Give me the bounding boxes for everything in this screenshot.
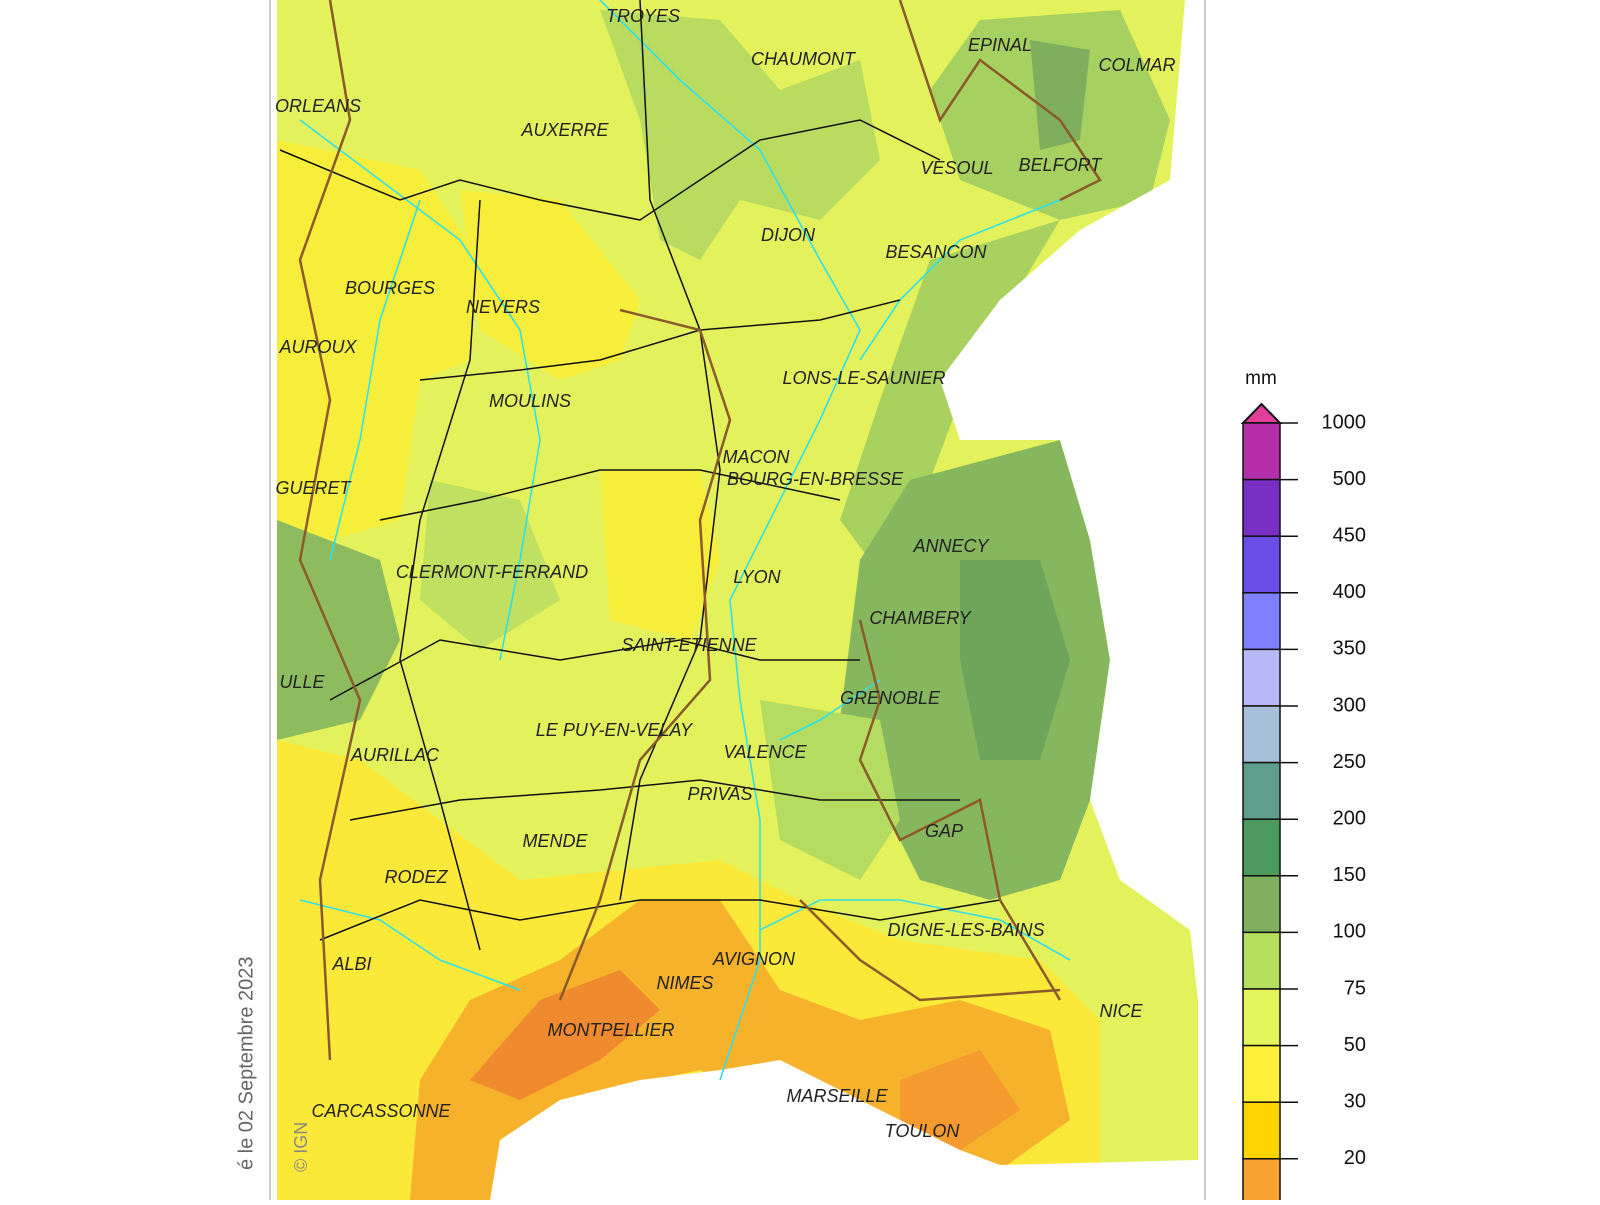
city-label: GAP	[925, 821, 963, 841]
city-label: AVIGNON	[712, 949, 796, 969]
rain-zone	[277, 140, 480, 560]
credit: © IGN	[291, 1122, 311, 1172]
city-label: NICE	[1099, 1001, 1143, 1021]
city-label: CARCASSONNE	[311, 1101, 451, 1121]
rain-zone	[600, 10, 880, 260]
city-labels: TROYES CHAUMONT EPINAL COLMAR ORLEANS AUXERRE…	[275, 6, 1176, 1141]
legend-label: 350	[1333, 638, 1366, 660]
city-label: TOULON	[885, 1121, 961, 1141]
legend-swatch	[1242, 592, 1281, 651]
city-label: LYON	[733, 567, 781, 587]
department-borders	[279, 0, 1001, 951]
map-area	[277, 0, 1198, 1200]
city-label: LONS-LE-SAUNIER	[782, 368, 945, 388]
city-label: ANNECY	[912, 536, 990, 556]
legend-swatch	[1242, 931, 1281, 990]
legend-swatch	[1242, 648, 1281, 707]
rain-zone	[960, 560, 1070, 760]
legend-swatch	[1242, 988, 1281, 1047]
legend: mm 1000 500 450 400 350 300 250 200 150 100 75 50 30 2…	[1240, 368, 1367, 1205]
legend-label: 30	[1344, 1090, 1366, 1112]
legend-swatch	[1242, 705, 1281, 764]
legend-label: 150	[1333, 864, 1366, 886]
city-label: BELFORT	[1019, 155, 1104, 175]
legend-label: 450	[1333, 524, 1366, 546]
city-label: RODEZ	[385, 867, 449, 887]
city-label: AURILLAC	[350, 745, 440, 765]
city-label: GRENOBLE	[840, 688, 941, 708]
legend-label: 100	[1333, 921, 1366, 943]
city-label: ORLEANS	[275, 96, 361, 116]
city-label: CHAMBERY	[869, 608, 972, 628]
city-label: MONTPELLIER	[547, 1020, 674, 1040]
city-label: DIGNE-LES-BAINS	[887, 920, 1044, 940]
legend-swatch	[1242, 1158, 1281, 1205]
legend-unit: mm	[1245, 368, 1277, 389]
city-label: CHAUMONT	[751, 49, 857, 69]
city-label: AUROUX	[278, 337, 357, 357]
legend-swatch	[1242, 1044, 1281, 1103]
legend-label: 400	[1333, 581, 1366, 603]
city-label: MOULINS	[489, 391, 571, 411]
legend-label: 75	[1344, 977, 1366, 999]
legend-swatch	[1242, 818, 1281, 877]
city-label: NIMES	[656, 973, 713, 993]
legend-label: 200	[1333, 807, 1366, 829]
outside-area	[940, 0, 1198, 1000]
legend-swatch	[1242, 422, 1281, 481]
legend-label: 1000	[1322, 411, 1367, 433]
city-label: AUXERRE	[520, 120, 609, 140]
city-label: NEVERS	[466, 297, 540, 317]
rivers	[299, 0, 1071, 1081]
rain-zone	[900, 1050, 1020, 1150]
legend-swatch	[1242, 1101, 1281, 1160]
legend-swatch	[1242, 761, 1281, 820]
city-label: EPINAL	[968, 35, 1032, 55]
rain-zone	[1030, 40, 1090, 150]
city-label: DIJON	[761, 225, 816, 245]
city-label: MARSEILLE	[786, 1086, 888, 1106]
city-label: SAINT-ETIENNE	[621, 635, 757, 655]
city-label: BOURG-EN-BRESSE	[727, 469, 904, 489]
city-label: BOURGES	[345, 278, 435, 298]
date-note: é le 02 Septembre 2023	[235, 957, 257, 1171]
city-label: MENDE	[522, 831, 588, 851]
rain-zone	[600, 470, 720, 640]
city-label: CLERMONT-FERRAND	[396, 562, 588, 582]
legend-label: 300	[1333, 694, 1366, 716]
city-label: GUERET	[275, 478, 352, 498]
rain-zone	[460, 190, 640, 380]
legend-arrow	[1240, 402, 1283, 424]
city-label: MACON	[723, 447, 791, 467]
rain-zone	[420, 480, 560, 650]
legend-swatch	[1242, 535, 1281, 594]
city-label: BESANCON	[885, 242, 987, 262]
city-label: PRIVAS	[687, 784, 752, 804]
rain-zone	[470, 970, 660, 1100]
legend-swatch	[1242, 478, 1281, 537]
legend-label: 20	[1344, 1147, 1366, 1169]
city-label: COLMAR	[1098, 55, 1175, 75]
city-label: VALENCE	[723, 742, 807, 762]
city-label: ALBI	[331, 954, 371, 974]
legend-label: 500	[1333, 468, 1366, 490]
legend-label: 250	[1333, 751, 1366, 773]
city-label: VESOUL	[920, 158, 993, 178]
legend-swatch	[1242, 875, 1281, 934]
city-label: TROYES	[606, 6, 680, 26]
city-label: ULLE	[279, 672, 325, 692]
city-label: LE PUY-EN-VELAY	[536, 720, 694, 740]
legend-label: 50	[1344, 1034, 1366, 1056]
sea	[490, 1060, 1198, 1200]
region-borders	[298, 0, 1102, 1061]
